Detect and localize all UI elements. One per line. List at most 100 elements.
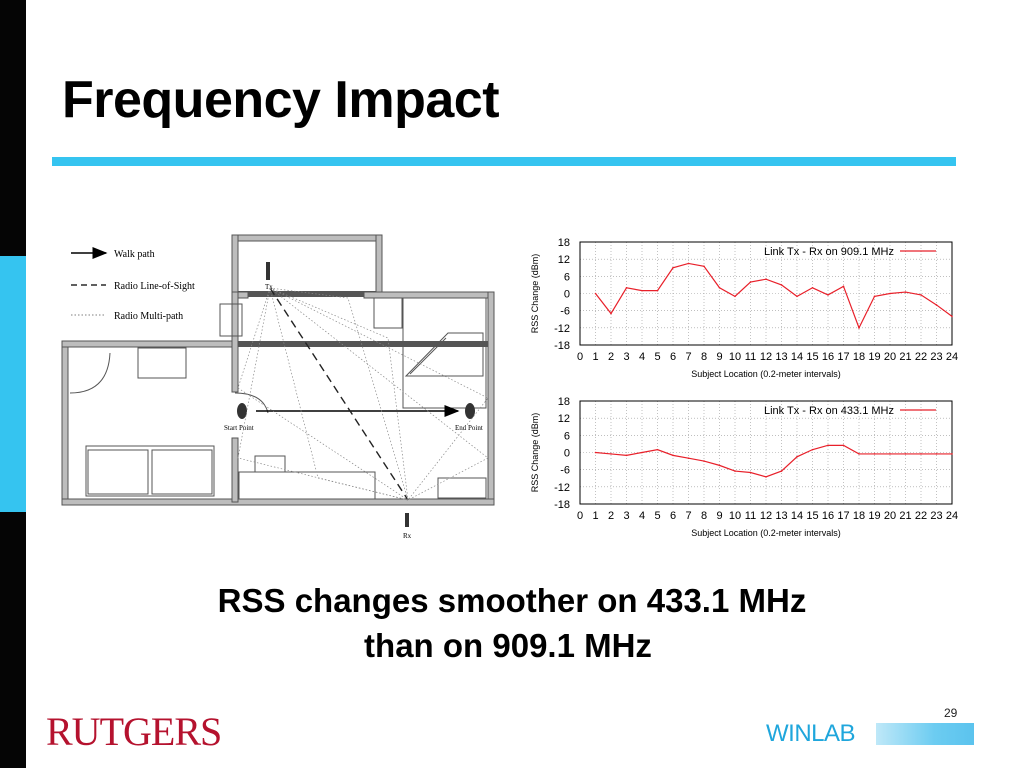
x-tick-label: 16 xyxy=(822,351,834,363)
data-point xyxy=(842,285,845,288)
x-tick-label: 19 xyxy=(868,351,880,363)
x-tick-label: 4 xyxy=(639,351,645,363)
data-point xyxy=(842,444,845,447)
data-point xyxy=(811,448,814,451)
end-point-label: End Point xyxy=(455,424,483,432)
data-point xyxy=(718,464,721,467)
y-axis-label: RSS Change (dBm) xyxy=(530,254,540,334)
data-point xyxy=(749,471,752,474)
data-point xyxy=(703,460,705,462)
winlab-logo: WINLAB xyxy=(766,721,974,747)
data-point xyxy=(827,444,829,447)
y-tick-label: 18 xyxy=(558,396,570,408)
x-tick-label: 15 xyxy=(806,351,818,363)
data-point xyxy=(594,451,597,454)
data-point xyxy=(641,289,643,292)
data-point xyxy=(873,295,876,298)
y-tick-label: 12 xyxy=(558,254,570,266)
floorplan-wall-fill xyxy=(61,234,495,506)
floorplan-diagram: Walk path Radio Line-of-Sight Radio Mult… xyxy=(61,234,495,540)
end-point-icon: End Point xyxy=(455,403,483,432)
x-tick-label: 8 xyxy=(701,351,707,363)
series-line xyxy=(595,262,953,330)
x-tick-label: 23 xyxy=(930,510,942,522)
floorplan-furniture xyxy=(69,297,487,500)
x-tick-label: 14 xyxy=(791,510,803,522)
y-tick-label: 18 xyxy=(558,237,570,249)
x-tick-label: 10 xyxy=(729,351,741,363)
winlab-logo-text: WINLAB xyxy=(766,720,856,747)
y-tick-label: -6 xyxy=(560,465,570,477)
x-tick-label: 20 xyxy=(884,351,896,363)
x-tick-label: 0 xyxy=(577,351,583,363)
data-point xyxy=(780,470,783,472)
data-point xyxy=(610,312,612,315)
x-axis-label: Subject Location (0.2-meter intervals) xyxy=(691,528,841,538)
y-tick-label: -12 xyxy=(554,323,570,335)
x-tick-label: 21 xyxy=(899,510,911,522)
x-tick-label: 13 xyxy=(775,510,787,522)
data-point xyxy=(858,453,860,455)
x-tick-label: 9 xyxy=(716,510,722,522)
y-tick-label: -6 xyxy=(560,306,570,318)
data-point xyxy=(951,315,953,318)
x-tick-label: 6 xyxy=(670,510,676,522)
x-tick-label: 3 xyxy=(623,351,629,363)
multipath-lines xyxy=(237,287,489,501)
data-point xyxy=(734,295,736,298)
legend-walk-path: Walk path xyxy=(114,249,155,260)
slide-number: 29 xyxy=(944,706,958,720)
data-point xyxy=(625,286,628,289)
data-point xyxy=(935,453,938,455)
start-point-icon: Start Point xyxy=(224,403,254,432)
x-axis-label: Subject Location (0.2-meter intervals) xyxy=(691,369,841,379)
data-point xyxy=(765,278,767,280)
data-point xyxy=(594,292,597,295)
y-tick-label: -18 xyxy=(554,340,570,352)
x-tick-label: 7 xyxy=(685,510,691,522)
y-axis-label: RSS Change (dBm) xyxy=(530,413,540,493)
x-tick-label: 4 xyxy=(639,510,645,522)
x-tick-label: 6 xyxy=(670,351,676,363)
x-tick-label: 14 xyxy=(791,351,803,363)
x-tick-label: 8 xyxy=(701,510,707,522)
x-tick-label: 10 xyxy=(729,510,741,522)
chart-legend-label: Link Tx - Rx on 909.1 MHz xyxy=(764,246,894,258)
x-tick-label: 0 xyxy=(577,510,583,522)
y-tick-label: 6 xyxy=(564,430,570,442)
data-point xyxy=(858,327,860,329)
floorplan-walls xyxy=(62,235,494,505)
x-tick-label: 24 xyxy=(946,510,958,522)
rutgers-logo: RUTGERS xyxy=(46,709,222,754)
data-point xyxy=(904,453,907,455)
legend-line-of-sight: Radio Line-of-Sight xyxy=(114,281,195,292)
x-tick-label: 12 xyxy=(760,510,772,522)
x-tick-label: 11 xyxy=(745,351,756,363)
data-point xyxy=(873,453,876,455)
line-of-sight xyxy=(269,287,409,501)
caption-line-2: than on 909.1 MHz xyxy=(364,627,652,664)
data-point xyxy=(610,453,612,455)
data-point xyxy=(935,304,938,306)
y-tick-label: 6 xyxy=(564,271,570,283)
chart-frame xyxy=(579,400,953,505)
data-point xyxy=(951,453,953,455)
title-underline xyxy=(52,157,956,166)
x-tick-label: 16 xyxy=(822,510,834,522)
tx-label: Tx xyxy=(265,283,273,291)
y-tick-label: 0 xyxy=(564,289,570,301)
x-tick-label: 7 xyxy=(685,351,691,363)
y-tick-label: -18 xyxy=(554,499,570,511)
data-point xyxy=(641,451,643,454)
data-point xyxy=(889,292,891,295)
y-tick-label: -12 xyxy=(554,482,570,494)
x-tick-label: 23 xyxy=(930,351,942,363)
x-tick-label: 22 xyxy=(915,351,927,363)
chart-legend-label: Link Tx - Rx on 433.1 MHz xyxy=(764,405,894,417)
data-point xyxy=(889,453,891,455)
data-point xyxy=(765,476,767,478)
x-tick-label: 17 xyxy=(837,510,849,522)
data-point xyxy=(920,453,922,455)
